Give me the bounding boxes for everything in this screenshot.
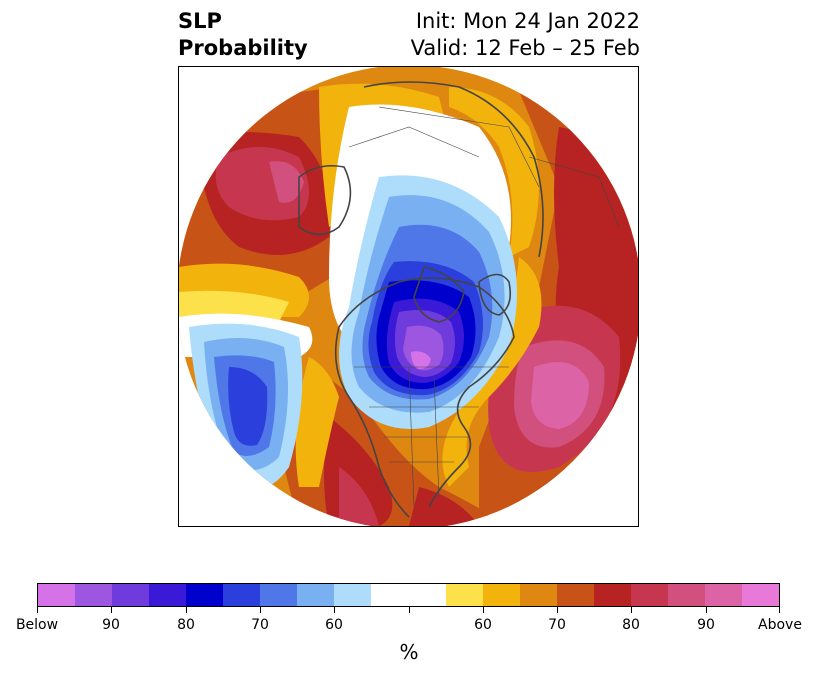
- colorbar-segment: [556, 584, 594, 606]
- colorbar-segment: [223, 584, 261, 606]
- colorbar-tick: [557, 607, 558, 613]
- colorbar-segment: [667, 584, 705, 606]
- colorbar-segment: [297, 584, 335, 606]
- colorbar-segment: [260, 584, 298, 606]
- colorbar-tick: [111, 607, 112, 613]
- colorbar-tick: [631, 607, 632, 613]
- colorbar-tick-label: 80: [177, 617, 195, 633]
- colorbar-tick-label: 60: [474, 617, 492, 633]
- colorbar-segment: [149, 584, 187, 606]
- product-label: Probability: [178, 36, 308, 60]
- title-right: Init: Mon 24 Jan 2022 Valid: 12 Feb – 25…: [411, 8, 640, 62]
- colorbar-segment: [519, 584, 557, 606]
- colorbar-tick: [409, 607, 410, 613]
- colorbar-segment: [741, 584, 779, 606]
- colorbar-segment: [112, 584, 150, 606]
- colorbar-segment: [75, 584, 113, 606]
- colorbar-segment: [38, 584, 76, 606]
- init-date: Init: Mon 24 Jan 2022: [415, 9, 640, 33]
- borders: [348, 106, 620, 508]
- colorbar-tick: [37, 607, 38, 613]
- probability-field: [179, 67, 638, 526]
- colorbar-segment: [445, 584, 483, 606]
- colorbar-tick-label: 60: [325, 617, 343, 633]
- colorbar-segment: [186, 584, 224, 606]
- colorbar-tick: [706, 607, 707, 613]
- variable-label: SLP: [178, 9, 222, 33]
- colorbar-tick: [779, 607, 780, 613]
- colorbar-segment: [371, 584, 409, 606]
- colorbar-segment: [593, 584, 631, 606]
- colorbar-tick-label: 80: [622, 617, 640, 633]
- colorbar-segment: [704, 584, 742, 606]
- colorbar-tick-label: 70: [251, 617, 269, 633]
- colorbar-segment: [334, 584, 372, 606]
- colorbar-tick-label: 90: [697, 617, 715, 633]
- coastlines: [298, 81, 544, 518]
- title-left: SLP Probability: [178, 8, 308, 62]
- map-canvas: [179, 67, 638, 526]
- colorbar-segment: [408, 584, 446, 606]
- colorbar-tick: [186, 607, 187, 613]
- polar-map: [178, 66, 639, 527]
- colorbar-tick-label: Above: [758, 617, 802, 633]
- colorbar-tick-label: 70: [548, 617, 566, 633]
- colorbar-tick-label: 90: [102, 617, 120, 633]
- colorbar-tick-label: Below: [15, 617, 59, 633]
- colorbar: [37, 583, 780, 607]
- colorbar-tick: [334, 607, 335, 613]
- colorbar-segment: [482, 584, 520, 606]
- colorbar-unit: %: [399, 640, 419, 664]
- colorbar-tick: [483, 607, 484, 613]
- valid-range: Valid: 12 Feb – 25 Feb: [410, 36, 640, 60]
- colorbar-segment: [630, 584, 668, 606]
- colorbar-tick: [260, 607, 261, 613]
